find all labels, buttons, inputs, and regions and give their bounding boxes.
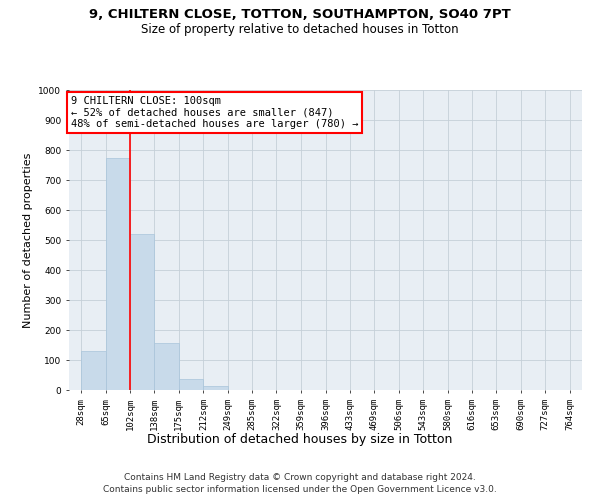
Text: Size of property relative to detached houses in Totton: Size of property relative to detached ho… <box>141 22 459 36</box>
Text: 9 CHILTERN CLOSE: 100sqm
← 52% of detached houses are smaller (847)
48% of semi-: 9 CHILTERN CLOSE: 100sqm ← 52% of detach… <box>71 96 358 129</box>
Text: 9, CHILTERN CLOSE, TOTTON, SOUTHAMPTON, SO40 7PT: 9, CHILTERN CLOSE, TOTTON, SOUTHAMPTON, … <box>89 8 511 20</box>
Text: Contains public sector information licensed under the Open Government Licence v3: Contains public sector information licen… <box>103 485 497 494</box>
Bar <box>81 351 106 390</box>
Y-axis label: Number of detached properties: Number of detached properties <box>23 152 33 328</box>
Text: Contains HM Land Registry data © Crown copyright and database right 2024.: Contains HM Land Registry data © Crown c… <box>124 472 476 482</box>
Bar <box>130 234 154 390</box>
Bar <box>179 378 203 390</box>
Bar <box>106 158 130 390</box>
Bar <box>203 386 228 390</box>
Bar <box>154 343 179 390</box>
Text: Distribution of detached houses by size in Totton: Distribution of detached houses by size … <box>148 432 452 446</box>
